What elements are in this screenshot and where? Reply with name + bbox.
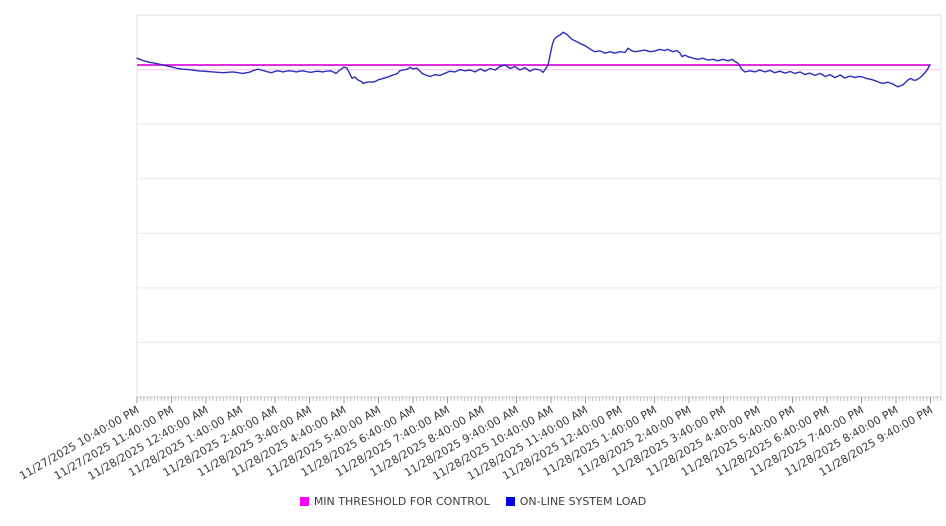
plot-border	[136, 14, 942, 398]
threshold-swatch-icon	[299, 497, 309, 506]
legend-item-min-threshold[interactable]: MIN THRESHOLD FOR CONTROL	[299, 495, 490, 508]
chart-legend: MIN THRESHOLD FOR CONTROL ON-LINE SYSTEM…	[0, 495, 946, 508]
legend-label-system-load: ON-LINE SYSTEM LOAD	[519, 495, 647, 508]
load-series-line	[136, 31, 931, 88]
legend-label-min-threshold: MIN THRESHOLD FOR CONTROL	[313, 495, 490, 508]
legend-item-system-load[interactable]: ON-LINE SYSTEM LOAD	[505, 495, 647, 508]
load-swatch-icon	[505, 497, 515, 506]
